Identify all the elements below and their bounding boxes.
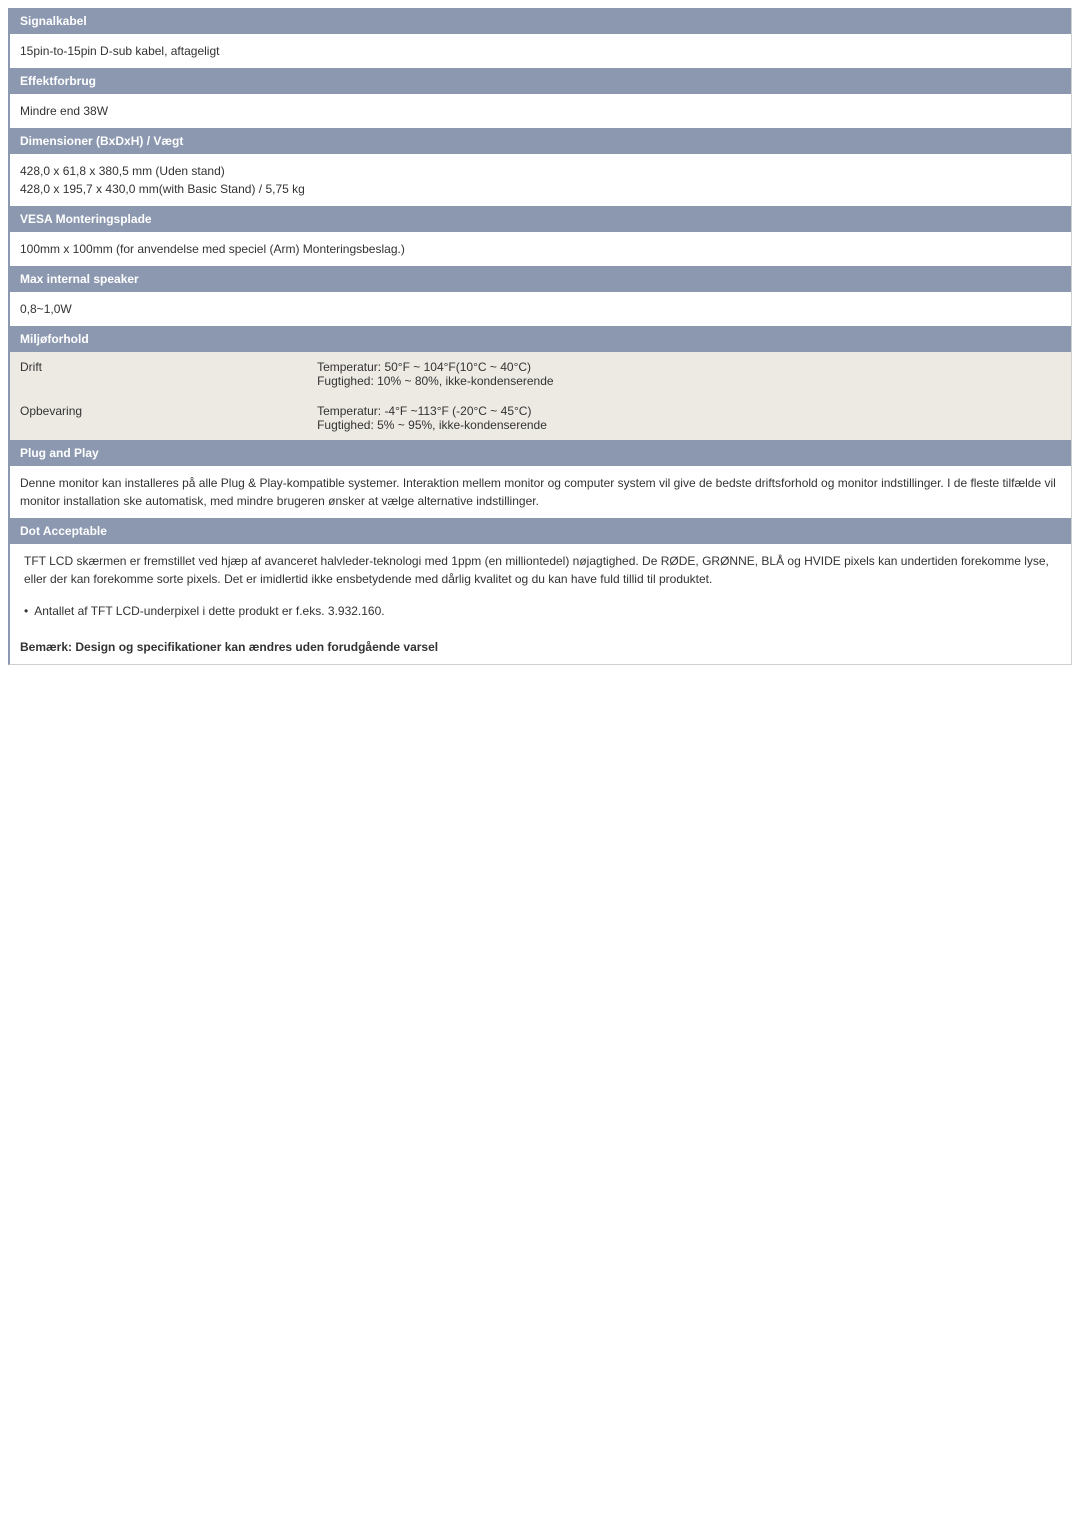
drift-line2: Fugtighed: 10% ~ 80%, ikke-kondenserende bbox=[317, 374, 554, 388]
drift-line1: Temperatur: 50°F ~ 104°F(10°C ~ 40°C) bbox=[317, 360, 531, 374]
label-drift: Drift bbox=[10, 352, 307, 396]
opb-line1: Temperatur: -4°F ~113°F (-20°C ~ 45°C) bbox=[317, 404, 531, 418]
label-opbevaring: Opbevaring bbox=[10, 396, 307, 440]
cell-plugplay: Denne monitor kan installeres på alle Pl… bbox=[10, 466, 1071, 518]
footnote: Bemærk: Design og specifikationer kan æn… bbox=[10, 630, 1071, 664]
header-effektforbrug: Effektforbrug bbox=[10, 68, 1071, 94]
header-speaker: Max internal speaker bbox=[10, 266, 1071, 292]
cell-vesa: 100mm x 100mm (for anvendelse med specie… bbox=[10, 232, 1071, 266]
dim-line2: 428,0 x 195,7 x 430,0 mm(with Basic Stan… bbox=[20, 182, 305, 196]
spec-table: Signalkabel 15pin-to-15pin D-sub kabel, … bbox=[8, 8, 1072, 665]
row-opbevaring: Opbevaring Temperatur: -4°F ~113°F (-20°… bbox=[10, 396, 1071, 440]
opb-line2: Fugtighed: 5% ~ 95%, ikke-kondenserende bbox=[317, 418, 547, 432]
header-signalkabel: Signalkabel bbox=[10, 8, 1071, 34]
header-miljo: Miljøforhold bbox=[10, 326, 1071, 352]
header-dimensioner: Dimensioner (BxDxH) / Vægt bbox=[10, 128, 1071, 154]
cell-signalkabel: 15pin-to-15pin D-sub kabel, aftageligt bbox=[10, 34, 1071, 68]
header-vesa: VESA Monteringsplade bbox=[10, 206, 1071, 232]
header-plugplay: Plug and Play bbox=[10, 440, 1071, 466]
cell-effektforbrug: Mindre end 38W bbox=[10, 94, 1071, 128]
dim-line1: 428,0 x 61,8 x 380,5 mm (Uden stand) bbox=[20, 164, 225, 178]
cell-speaker: 0,8~1,0W bbox=[10, 292, 1071, 326]
val-drift: Temperatur: 50°F ~ 104°F(10°C ~ 40°C) Fu… bbox=[307, 352, 1071, 396]
dot-para: TFT LCD skærmen er fremstillet ved hjæp … bbox=[10, 544, 1071, 596]
cell-dimensioner: 428,0 x 61,8 x 380,5 mm (Uden stand) 428… bbox=[10, 154, 1071, 206]
header-dot: Dot Acceptable bbox=[10, 518, 1071, 544]
row-drift: Drift Temperatur: 50°F ~ 104°F(10°C ~ 40… bbox=[10, 352, 1071, 396]
val-opbevaring: Temperatur: -4°F ~113°F (-20°C ~ 45°C) F… bbox=[307, 396, 1071, 440]
dot-bullet: Antallet af TFT LCD-underpixel i dette p… bbox=[10, 596, 1071, 630]
